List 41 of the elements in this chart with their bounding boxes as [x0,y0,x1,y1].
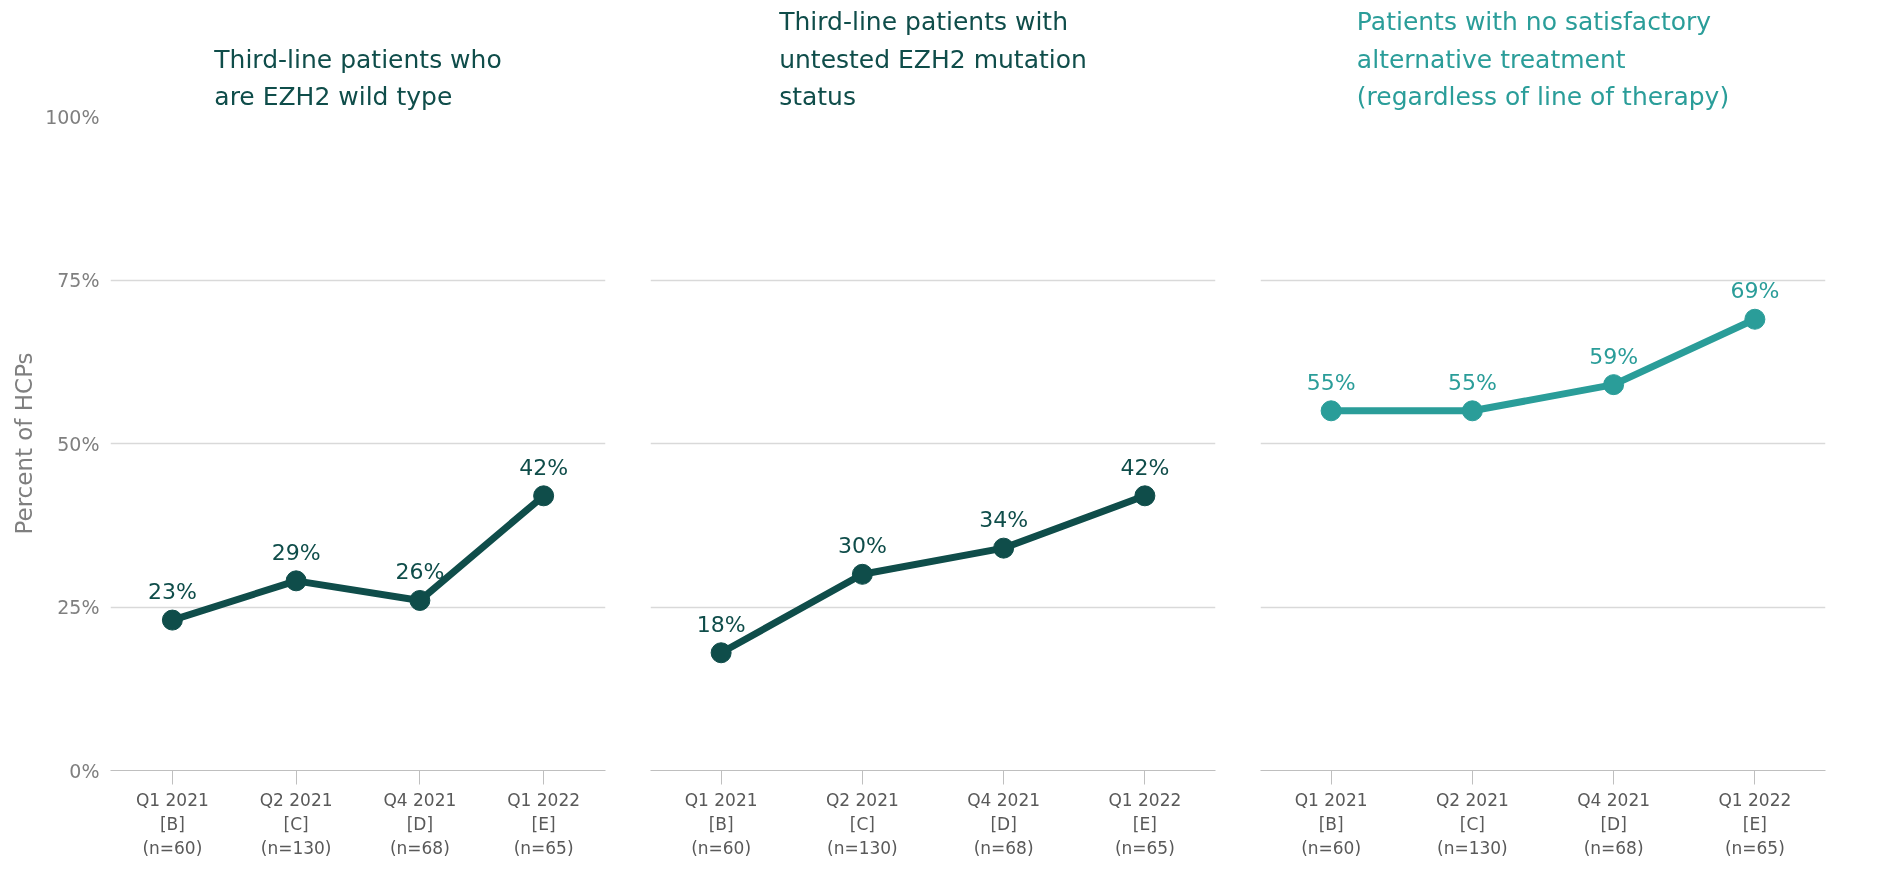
x-tick-label: Q1 2021 [B] (n=60) [1294,789,1368,858]
text: 26% [395,559,445,585]
x-tick-label: Q1 2021 [B] (n=60) [684,789,758,858]
text: 29% [271,539,321,565]
text: 42% [1120,454,1170,480]
point [710,642,732,664]
text: 69% [1730,278,1780,304]
x-tick-label: Q1 2022 [E] (n=65) [1718,789,1792,858]
text: 55% [1306,369,1356,395]
y-tick-label: 75% [57,269,100,291]
text: 34% [979,507,1029,533]
x-tick-label: Q4 2021 [D] (n=68) [383,789,457,858]
text: 18% [696,611,746,637]
point [533,485,555,507]
x-tick-label: Q2 2021 [C] (n=130) [259,789,333,858]
point [1134,485,1156,507]
chart-title: Patients with no satisfactory alternative treatment (regardless of line of therapy) [1356,7,1730,112]
x-tick-label: Q4 2021 [D] (n=68) [967,789,1041,858]
y-tick-label: 0% [69,759,100,782]
x-tick-label: Q1 2021 [B] (n=60) [135,789,209,858]
point [161,609,183,631]
x-tick-label: Q4 2021 [D] (n=68) [1577,789,1651,858]
x-tick-label: Q1 2022 [E] (n=65) [1108,789,1182,858]
text: 23% [147,579,197,605]
chart-title: Third-line patients who are EZH2 wild type [213,44,502,112]
point [409,589,431,611]
chart-title: Third-line patients with untested EZH2 mutation status [778,7,1087,112]
text: 55% [1447,369,1497,395]
text: 59% [1589,343,1639,369]
text: 42% [519,454,569,480]
x-tick-label: Q2 2021 [C] (n=130) [1435,789,1509,858]
point [993,537,1015,559]
point [285,570,307,592]
y-tick-label: 100% [45,105,100,128]
x-tick-label: Q2 2021 [C] (n=130) [825,789,899,858]
x-tick-label: Q1 2022 [E] (n=65) [507,789,581,858]
point [851,563,873,585]
y-tick-label: 25% [57,596,100,618]
text: 30% [837,533,887,559]
y-tick-label: 50% [57,432,100,455]
y-axis-title: Percent of HCPs [11,352,38,535]
